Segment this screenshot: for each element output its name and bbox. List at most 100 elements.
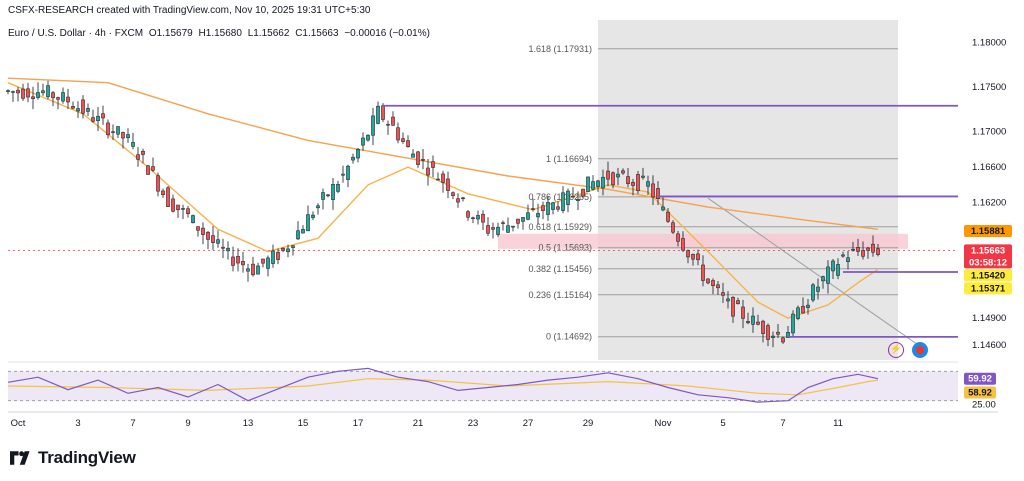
candle-body [631,181,635,186]
candle-body [621,170,625,174]
candle [81,95,85,119]
candle [656,181,660,206]
ohlc-close: C1.15663 [295,28,339,39]
candle [821,275,825,289]
candle-body [781,337,785,343]
time-axis-tick: 7 [130,418,135,429]
flag-icon[interactable] [912,342,928,358]
candle-body [41,90,45,94]
candle-body [806,304,810,308]
candle-body [466,211,470,218]
candle [726,291,730,309]
time-axis-tick: 15 [298,418,309,429]
candle-body [461,197,465,200]
candle-body [311,214,315,218]
rsi-axis-tick: 25.00 [972,399,996,410]
candle [776,324,780,339]
candle-body [386,123,390,126]
symbol-name[interactable]: Euro / U.S. Dollar · 4h · FXCM [8,28,144,39]
ohlc-open: O1.15679 [148,28,193,39]
candle-body [336,184,340,192]
candle [211,225,215,250]
candle [231,246,235,272]
price-badge [964,282,1012,295]
candle-body [71,106,75,109]
time-axis-tick: 21 [413,418,424,429]
time-axis-tick: 3 [75,418,80,429]
lightning-icon[interactable]: ⚡ [888,342,904,358]
candle [616,167,620,186]
candle [551,201,555,215]
candle [591,175,595,191]
candle [761,319,765,343]
candle [51,90,55,107]
candle [471,216,475,224]
candle-body [256,265,260,275]
candle-body [801,305,805,314]
price-badge-countdown: 03:58:12 [969,257,1007,268]
candle [466,210,470,221]
candle-body [766,325,770,340]
candle [606,161,610,187]
candle-body [746,321,750,324]
candle [146,164,150,175]
candle-body [856,247,860,252]
candle [831,259,835,279]
candle [366,134,370,142]
candle [261,258,265,268]
candle [11,90,15,102]
candle-body [361,137,365,146]
candle-body [356,149,360,159]
candle-body [691,254,695,260]
candle-body [31,96,35,100]
chart-canvas[interactable]: 1.618 (1.17931) 1 (1.16694) 0.786 (1.16265… [0,0,1024,440]
candle [86,103,90,117]
candle [221,238,225,259]
ohlc-high: H1.15680 [198,28,242,39]
time-axis-tick: 17 [353,418,364,429]
candle [266,255,270,277]
candle [716,281,720,295]
candle-body [496,226,500,235]
candle-body [276,251,280,260]
candle-body [591,181,595,190]
brand-name: TradingView [38,448,136,467]
candle-body [346,165,350,180]
candle-body [91,117,95,122]
candle-body [761,320,765,334]
candle-body [796,307,800,319]
candle [316,203,320,215]
candle [661,196,665,212]
candle-body [401,138,405,142]
candle [246,263,250,282]
candle-body [656,188,660,199]
candle-body [381,105,385,120]
candle [721,282,725,303]
candle-body [321,192,325,200]
candle-body [266,257,270,269]
candle-body [406,140,410,148]
candle [326,193,330,198]
trend-line [707,197,919,346]
candle-body [866,247,870,251]
candle [876,243,880,257]
candle [191,214,195,224]
candle [461,196,465,202]
candle [66,88,70,109]
candle [856,238,860,256]
price-badge [964,244,1012,269]
candle-body [136,154,140,160]
candle [486,217,490,237]
candle [731,296,735,323]
candle-body [516,218,520,224]
candle-body [216,239,220,244]
candle [76,101,80,118]
candle-body [491,227,495,230]
candle [386,120,390,135]
candle [216,230,220,248]
candle [541,201,545,220]
candle [806,298,810,315]
candle-body [371,115,375,136]
candle-body [776,331,780,335]
candle [271,244,275,268]
